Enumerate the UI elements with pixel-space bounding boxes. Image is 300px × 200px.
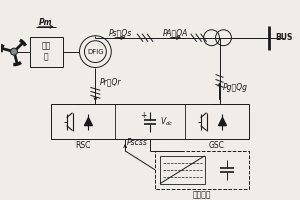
Text: Pscss: Pscss — [127, 138, 148, 147]
Circle shape — [80, 36, 111, 68]
Text: $V_{dc}$: $V_{dc}$ — [160, 115, 173, 128]
Text: DFIG: DFIG — [87, 49, 104, 55]
Text: +: + — [140, 111, 146, 120]
Text: Pr，Qr: Pr，Qr — [99, 77, 121, 86]
Text: 齿轮
筱: 齿轮 筱 — [42, 42, 51, 62]
Text: RSC: RSC — [75, 141, 91, 150]
Text: Pg，Qg: Pg，Qg — [223, 83, 247, 92]
Bar — [155, 151, 249, 189]
Text: PA，QA: PA，QA — [163, 28, 188, 37]
Bar — [30, 37, 63, 67]
Text: 储能装置: 储能装置 — [193, 190, 212, 199]
Polygon shape — [85, 118, 92, 126]
Text: Pm: Pm — [39, 18, 52, 27]
Text: BUS: BUS — [275, 33, 292, 42]
Bar — [51, 104, 249, 139]
Text: Ps，Qs: Ps，Qs — [109, 28, 132, 37]
Circle shape — [11, 48, 17, 55]
Polygon shape — [218, 118, 226, 126]
Bar — [160, 156, 205, 184]
Text: GSC: GSC — [209, 141, 225, 150]
